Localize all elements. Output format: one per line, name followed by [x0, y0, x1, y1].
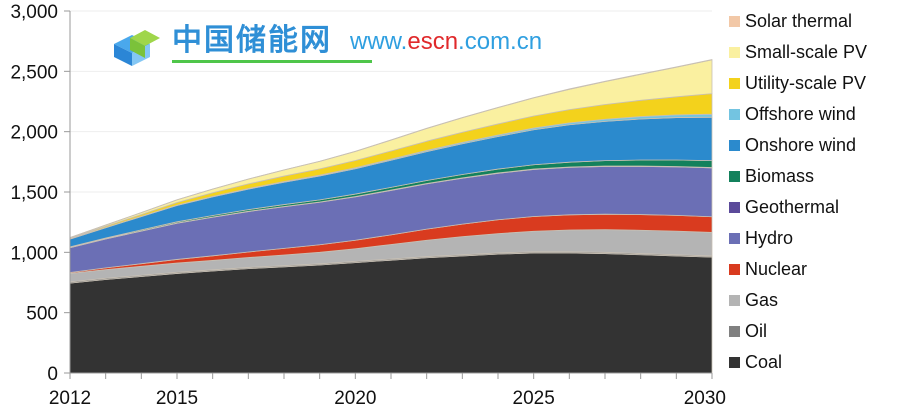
legend-swatch-gas	[729, 295, 740, 306]
legend-label: Biomass	[745, 166, 815, 186]
x-tick-labels: 2012 2015 2020 2025 2030	[49, 388, 726, 409]
legend-label: Small-scale PV	[745, 42, 868, 62]
legend-item-coal: Coal	[729, 347, 867, 378]
x-tick-label: 2012	[49, 388, 91, 409]
y-tick-label: 2,500	[10, 62, 58, 83]
axes	[64, 10, 713, 379]
legend-label: Utility-scale PV	[745, 73, 867, 93]
legend-swatch-geothermal	[729, 202, 740, 213]
legend-label: Nuclear	[745, 259, 808, 279]
legend-label: Onshore wind	[745, 135, 857, 155]
y-tick-label: 1,000	[10, 243, 58, 264]
y-tick-label: 500	[26, 304, 58, 325]
legend-item-biomass: Biomass	[729, 161, 867, 192]
legend: Solar thermal Small-scale PV Utility-scale…	[729, 6, 867, 378]
legend-label: Gas	[745, 290, 779, 310]
legend-swatch-solar-thermal	[729, 16, 740, 27]
x-tick-label: 2015	[156, 388, 198, 409]
legend-swatch-hydro	[729, 233, 740, 244]
legend-label: Solar thermal	[745, 11, 853, 31]
legend-item-small-scale-pv: Small-scale PV	[729, 37, 867, 68]
legend-item-gas: Gas	[729, 285, 867, 316]
legend-swatch-offshore-wind	[729, 109, 740, 120]
y-tick-label: 3,000	[10, 2, 58, 23]
legend-item-hydro: Hydro	[729, 223, 867, 254]
legend-label: Oil	[745, 321, 767, 341]
legend-item-nuclear: Nuclear	[729, 254, 867, 285]
legend-label: Coal	[745, 352, 783, 372]
legend-item-solar-thermal: Solar thermal	[729, 6, 867, 37]
y-tick-label: 2,000	[10, 123, 58, 144]
legend-swatch-utility-scale-pv	[729, 78, 740, 89]
x-tick-label: 2025	[513, 388, 555, 409]
area-solar-thermal	[69, 59, 713, 239]
legend-swatch-onshore-wind	[729, 140, 740, 151]
legend-item-geothermal: Geothermal	[729, 192, 867, 223]
legend-swatch-small-scale-pv	[729, 47, 740, 58]
legend-item-onshore-wind: Onshore wind	[729, 130, 867, 161]
x-tick-label: 2020	[334, 388, 376, 409]
legend-swatch-coal	[729, 357, 740, 368]
legend-swatch-biomass	[729, 171, 740, 182]
legend-label: Geothermal	[745, 197, 840, 217]
legend-swatch-oil	[729, 326, 740, 337]
legend-item-utility-scale-pv: Utility-scale PV	[729, 68, 867, 99]
legend-label: Hydro	[745, 228, 794, 248]
y-tick-label: 0	[47, 364, 58, 385]
legend-swatch-nuclear	[729, 264, 740, 275]
legend-item-offshore-wind: Offshore wind	[729, 99, 867, 130]
legend-item-oil: Oil	[729, 316, 867, 347]
area-layers	[69, 59, 713, 374]
legend-label: Offshore wind	[745, 104, 856, 124]
y-tick-labels: 0 500 1,000 1,500 2,000 2,500 3,000	[10, 2, 58, 385]
x-tick-label: 2030	[684, 388, 726, 409]
y-tick-label: 1,500	[10, 183, 58, 204]
